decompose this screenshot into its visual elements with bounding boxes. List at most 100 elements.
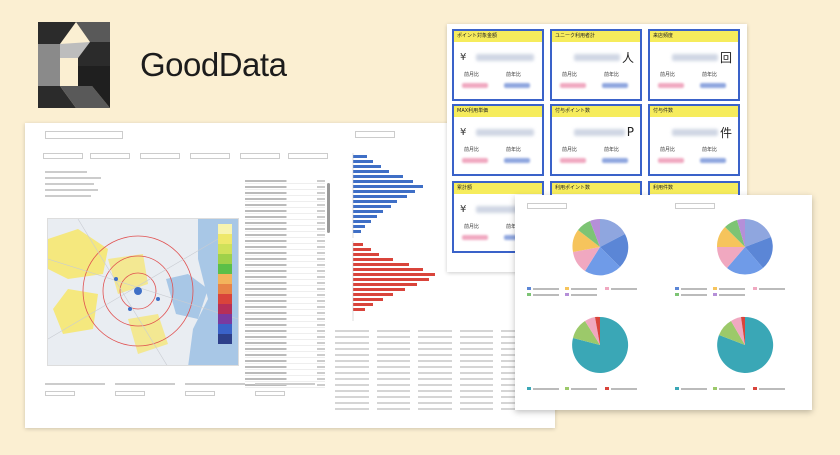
kpi-card[interactable]: 来店頻度回前月比 前年比	[648, 29, 740, 101]
kpi-blurred-number	[672, 128, 718, 136]
filter-box-3[interactable]	[140, 153, 180, 159]
kpi-sub-right: 前年比	[604, 147, 620, 153]
summary-table	[45, 167, 115, 207]
ranking-table	[245, 178, 325, 428]
filter-box-5[interactable]	[240, 153, 280, 159]
summary-box-2	[115, 391, 145, 396]
kpi-sub-left: 前月比	[660, 72, 676, 78]
pie-legend-item	[675, 293, 707, 296]
blue-bar-chart	[352, 153, 423, 238]
kpi-pct-left	[462, 83, 488, 88]
kpi-card[interactable]: MAX利用単価 ¥ 前月比 前年比	[452, 104, 544, 176]
kpi-blurred-number	[476, 205, 534, 213]
kpi-blurred-number	[476, 53, 534, 61]
summary-box-3	[185, 391, 215, 396]
kpi-sub-left: 前月比	[562, 72, 578, 78]
pie-chart-top-right	[716, 218, 773, 275]
pie-legend-item	[605, 387, 637, 390]
pie-legend-item	[753, 287, 785, 290]
red-bar-chart	[352, 241, 435, 321]
kpi-title: 付与ポイント数	[552, 106, 640, 117]
table-scrollbar[interactable]	[327, 183, 330, 233]
pie-chart-top-left	[572, 218, 629, 276]
pie-chart-bottom-right	[717, 316, 774, 373]
pie-legend-item	[713, 387, 745, 390]
bottom-data-grid	[335, 328, 535, 428]
kpi-card[interactable]: 付与ポイント数 P 前月比 前年比	[550, 104, 642, 176]
kpi-pct-right	[602, 83, 628, 88]
filter-box-6[interactable]	[288, 153, 328, 159]
pie-legend-item	[527, 287, 559, 290]
kpi-value: 人	[558, 49, 634, 65]
kpi-pct-left	[658, 83, 684, 88]
bottom-summary-boxes	[45, 383, 325, 428]
filter-box-1[interactable]	[43, 153, 83, 159]
kpi-blurred-number	[476, 128, 534, 136]
kpi-card[interactable]: 付与件数件前月比 前年比	[648, 104, 740, 176]
kpi-pct-left	[462, 235, 488, 240]
kpi-value: ¥	[460, 201, 536, 217]
filter-box-4[interactable]	[190, 153, 230, 159]
kpi-title: 付与件数	[650, 106, 738, 117]
pie-legend-item	[527, 387, 559, 390]
kpi-sub-right: 前年比	[604, 72, 620, 78]
pie-legend-item	[675, 387, 707, 390]
kpi-value: 件	[656, 124, 732, 140]
kpi-card[interactable]: ユニーク利用者計人前月比 前年比	[550, 29, 642, 101]
kpi-prefix: ¥	[460, 126, 467, 138]
kpi-title: MAX利用単価	[454, 106, 542, 117]
kpi-sub-right: 前年比	[506, 147, 522, 153]
pie-legend-item	[753, 387, 785, 390]
pie-chart-bottom-left	[572, 316, 629, 373]
pie-legend-item	[565, 293, 597, 296]
kpi-sub-right: 前年比	[702, 72, 718, 78]
pie-legend-item	[713, 293, 745, 296]
filter-box-2[interactable]	[90, 153, 130, 159]
kpi-title: ポイント対象金額	[454, 31, 542, 42]
kpi-sub-left: 前月比	[464, 72, 480, 78]
kpi-blurred-number	[574, 53, 620, 61]
map-legend	[218, 224, 232, 344]
pie-filter-right[interactable]	[675, 203, 715, 209]
pie-legend-item	[565, 287, 597, 290]
pie-filter-left[interactable]	[527, 203, 567, 209]
kpi-title: ユニーク利用者計	[552, 31, 640, 42]
pie-legend-item	[713, 287, 745, 290]
kpi-pct-left	[658, 158, 684, 163]
summary-box-4	[255, 391, 285, 396]
kpi-pct-left	[560, 83, 586, 88]
kpi-title: 来店頻度	[650, 31, 738, 42]
brand-name: GoodData	[140, 46, 287, 83]
kpi-value: ¥	[460, 124, 536, 140]
kpi-unit: 人	[621, 50, 634, 65]
dashboard-panel	[25, 123, 555, 428]
filter-dropdown-2[interactable]	[355, 131, 395, 138]
kpi-value: 回	[656, 49, 732, 65]
kpi-unit: P	[626, 125, 634, 139]
kpi-title: 累計額	[454, 183, 542, 194]
brand-logo: GoodData	[30, 22, 287, 108]
filter-dropdown[interactable]	[45, 131, 123, 139]
kpi-blurred-number	[574, 128, 625, 136]
kpi-prefix: ¥	[460, 203, 467, 215]
kpi-pct-right	[700, 158, 726, 163]
kpi-blurred-number	[672, 53, 718, 61]
kpi-prefix: ¥	[460, 51, 467, 63]
kpi-sub-right: 前年比	[702, 147, 718, 153]
kpi-pct-right	[504, 158, 530, 163]
kpi-unit: 回	[719, 50, 732, 65]
kpi-pct-right	[602, 158, 628, 163]
gooddata-g-icon	[38, 22, 110, 108]
kpi-title: 利用件数	[650, 183, 738, 194]
kpi-pct-right	[504, 83, 530, 88]
kpi-value: P	[558, 124, 634, 140]
kpi-sub-left: 前月比	[562, 147, 578, 153]
kpi-card[interactable]: ポイント対象金額 ¥ 前月比 前年比	[452, 29, 544, 101]
summary-box-1	[45, 391, 75, 396]
pie-chart-panel	[515, 195, 812, 410]
pie-legend-item	[565, 387, 597, 390]
kpi-value: ¥	[460, 49, 536, 65]
kpi-pct-left	[462, 158, 488, 163]
kpi-sub-right: 前年比	[506, 72, 522, 78]
area-map[interactable]	[47, 218, 239, 366]
